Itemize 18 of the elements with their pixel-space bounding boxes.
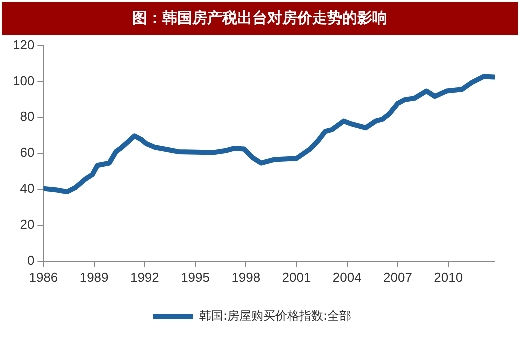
chart-title: 图：韩国房产税出台对房价走势的影响	[2, 2, 518, 35]
y-tick-label: 0	[27, 252, 35, 268]
x-tick-label: 2001	[282, 270, 312, 285]
y-tick-label: 20	[20, 217, 35, 232]
y-tick-label: 40	[20, 181, 35, 196]
x-tick-label: 2007	[384, 270, 412, 285]
y-tick-label: 100	[12, 73, 35, 88]
y-tick-label: 80	[20, 109, 35, 124]
x-tick-label: 1992	[130, 270, 160, 285]
y-tick-label: 120	[12, 37, 35, 52]
legend-label: 韩国:房屋购买价格指数:全部	[199, 309, 352, 324]
x-tick-label: 1986	[29, 270, 58, 285]
y-tick-label: 60	[20, 145, 35, 160]
x-tick-label: 2004	[332, 270, 362, 285]
x-tick-label: 1989	[80, 270, 109, 285]
x-tick-label: 1998	[232, 270, 261, 285]
x-tick-label: 1995	[181, 270, 210, 285]
x-tick-label: 2010	[434, 270, 464, 285]
